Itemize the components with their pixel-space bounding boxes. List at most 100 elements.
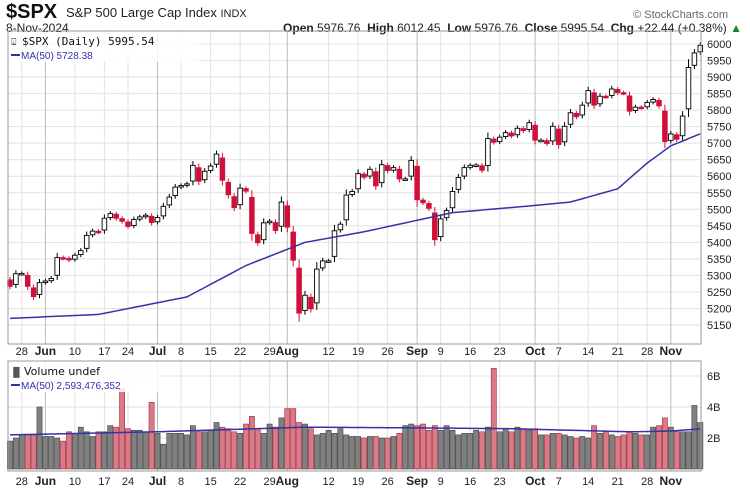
- candle: [668, 130, 674, 144]
- volume-bar: [679, 431, 686, 470]
- volume-legend-label: Volume undef: [24, 365, 101, 378]
- volume-bar: [243, 423, 249, 470]
- date-tick-label: Aug: [276, 474, 299, 488]
- volume-bar: [608, 434, 615, 470]
- candle-body: [19, 272, 25, 276]
- volume-bar: [667, 426, 674, 470]
- volume-bar: [195, 431, 202, 470]
- candle: [591, 88, 597, 109]
- volume-bar: [591, 425, 597, 470]
- candle-body: [13, 273, 19, 285]
- candle: [249, 190, 255, 241]
- volume-bar: [479, 431, 485, 470]
- candle-body: [284, 205, 291, 228]
- candle: [137, 214, 143, 222]
- candle: [662, 104, 668, 149]
- price-tick-label: 5600: [707, 171, 731, 183]
- candle-body: [656, 100, 662, 107]
- price-tick-label: 5800: [707, 105, 731, 117]
- date-tick-label: 9: [438, 476, 444, 488]
- candle: [396, 165, 403, 183]
- volume-bar: [30, 434, 37, 470]
- date-tick-label: Nov: [659, 344, 682, 358]
- candle-body: [591, 92, 597, 106]
- date-tick-label: 29: [263, 346, 275, 358]
- candle: [314, 262, 320, 310]
- volume-bar: [54, 437, 61, 470]
- date-tick-label: 23: [494, 476, 506, 488]
- volume-bar: [567, 436, 574, 470]
- exchange: INDX: [220, 8, 247, 20]
- volume-bar: [249, 415, 255, 470]
- candle: [207, 163, 214, 174]
- candle-body: [550, 125, 556, 142]
- candle-body: [632, 106, 639, 111]
- candle-body: [573, 112, 580, 118]
- candle: [107, 211, 114, 221]
- candle-body: [396, 168, 403, 180]
- candle-body: [331, 230, 338, 257]
- candle: [526, 119, 532, 133]
- date-tick-label: 9: [438, 346, 444, 358]
- date-tick-label: Aug: [276, 344, 299, 358]
- candle: [95, 229, 102, 235]
- candle-body: [437, 218, 444, 238]
- price-tick-label: 5250: [707, 287, 731, 299]
- candle-body: [95, 230, 102, 234]
- volume-bar: [66, 431, 72, 470]
- price-tick-label: 5400: [707, 237, 731, 249]
- candle: [60, 255, 66, 261]
- volume-bar: [425, 429, 432, 470]
- volume-bar: [597, 433, 603, 470]
- candle: [473, 162, 479, 168]
- volume-bar: [490, 367, 497, 470]
- volume-bar: [272, 426, 279, 470]
- volume-bar: [626, 431, 633, 470]
- candle-body: [626, 95, 633, 112]
- price-tick-label: 5900: [707, 72, 731, 84]
- volume-bar: [697, 422, 704, 470]
- volume-bar: [331, 433, 338, 470]
- candle-body: [154, 217, 161, 223]
- candle: [673, 132, 680, 142]
- date-tick-label: 21: [612, 476, 624, 488]
- date-tick-label: 24: [122, 346, 134, 358]
- volume-bar: [148, 402, 155, 470]
- volume-legend-icon: ▐▌: [10, 366, 23, 378]
- candle-body: [207, 165, 214, 171]
- volume-tick-label: 4B: [707, 402, 720, 414]
- volume-bar: [538, 434, 544, 470]
- candle: [520, 126, 527, 133]
- volume-bar: [372, 436, 379, 470]
- candle-body: [455, 177, 462, 190]
- candle-body: [243, 188, 249, 192]
- price-tick-label: 5150: [707, 320, 731, 332]
- volume-bar: [555, 433, 562, 470]
- candle: [367, 166, 373, 180]
- volume-bar: [325, 429, 332, 470]
- volume-bar: [543, 434, 550, 470]
- price-tick-label: 5200: [707, 303, 731, 315]
- volume-bar: [620, 434, 627, 470]
- candle-body: [148, 215, 155, 223]
- date-tick-label: 16: [464, 346, 476, 358]
- volume-bar: [154, 433, 161, 470]
- candle-body: [432, 212, 438, 241]
- volume-tick-label: 6B: [707, 371, 720, 383]
- candle: [514, 125, 521, 138]
- volume-bar: [36, 406, 43, 470]
- candle-body: [514, 127, 521, 136]
- volume-bar: [7, 440, 13, 470]
- candle: [42, 278, 49, 285]
- candle-body: [213, 153, 220, 165]
- volume-bar: [219, 426, 226, 470]
- candle-body: [237, 187, 243, 206]
- candle-body: [361, 173, 367, 178]
- candle-body: [609, 88, 615, 96]
- date-tick-label: 26: [381, 346, 393, 358]
- date-tick-label: 12: [322, 476, 334, 488]
- volume-bar: [514, 426, 521, 470]
- candle-body: [296, 267, 302, 314]
- candle-body: [668, 133, 674, 141]
- volume-bar: [656, 425, 662, 470]
